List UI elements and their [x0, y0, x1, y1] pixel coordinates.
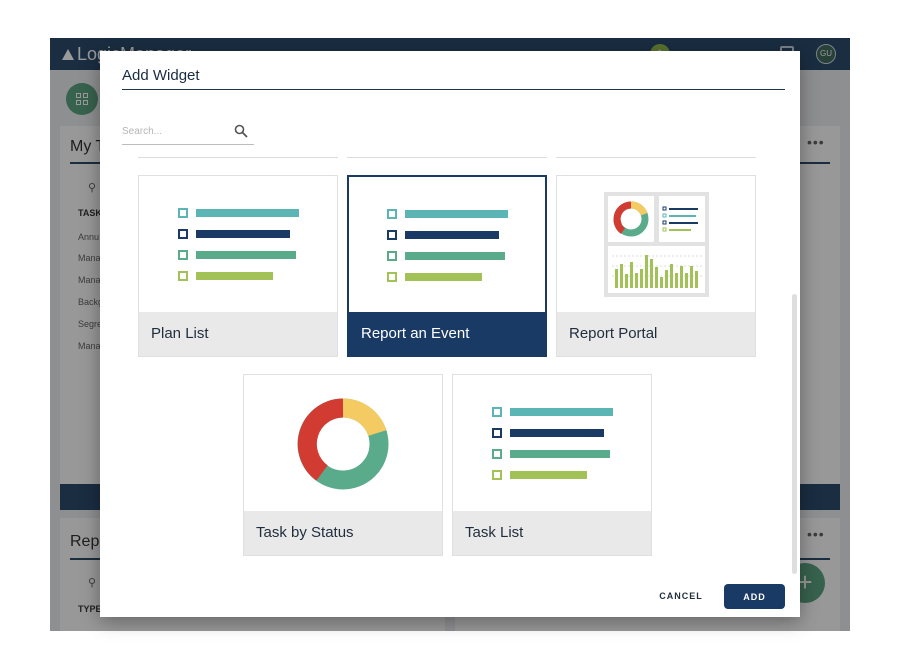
widget-label: Report an Event: [361, 325, 470, 342]
widget-label: Plan List: [151, 325, 209, 342]
avatar[interactable]: GU: [816, 44, 836, 64]
widget-label: Task by Status: [256, 524, 354, 541]
more-menu-icon[interactable]: •••: [807, 134, 825, 150]
widget-gallery[interactable]: Plan List Report an Event: [100, 151, 800, 571]
panel-title: Repo: [70, 533, 109, 550]
search-icon[interactable]: [234, 124, 248, 138]
list-item: Backg: [78, 297, 104, 307]
add-widget-dialog: Add Widget Plan List: [100, 51, 800, 617]
search-icon: ⚲: [88, 182, 97, 194]
widget-label: Task List: [465, 524, 524, 541]
title-divider: [122, 89, 785, 90]
divider: [138, 157, 338, 158]
dashboard-icon: [604, 192, 709, 297]
divider: [347, 157, 547, 158]
list-item: Mana: [78, 275, 101, 285]
widget-label: Report Portal: [569, 325, 658, 342]
list-item: Segre: [78, 319, 103, 329]
widget-card-task-by-status[interactable]: Task by Status: [243, 374, 443, 556]
list-item: Annu: [78, 232, 100, 242]
list-item: Mana: [78, 253, 101, 263]
list-icon: [492, 407, 613, 480]
donut-chart-icon: [297, 398, 389, 490]
list-item: Mana: [78, 341, 101, 351]
search-field: [122, 121, 254, 145]
more-menu-icon[interactable]: •••: [807, 526, 825, 542]
widget-card-plan-list[interactable]: Plan List: [138, 175, 338, 357]
dashboard-home-button[interactable]: [66, 83, 98, 115]
search-input[interactable]: [122, 123, 228, 139]
widget-card-task-list[interactable]: Task List: [452, 374, 652, 556]
dialog-title: Add Widget: [122, 67, 200, 84]
cancel-button[interactable]: CANCEL: [652, 585, 710, 607]
widget-card-report-an-event[interactable]: Report an Event: [347, 175, 547, 357]
scrollbar[interactable]: [792, 294, 797, 574]
add-button[interactable]: ADD: [724, 584, 785, 609]
search-icon: ⚲: [88, 577, 97, 589]
column-header: TYPE: [78, 604, 102, 614]
logo-icon: [62, 49, 74, 60]
list-icon: [178, 208, 299, 281]
list-icon: [387, 209, 508, 282]
column-header: TASK: [78, 208, 102, 218]
widget-card-report-portal[interactable]: Report Portal: [556, 175, 756, 357]
divider: [556, 157, 756, 158]
panel-title: My T: [70, 138, 106, 155]
